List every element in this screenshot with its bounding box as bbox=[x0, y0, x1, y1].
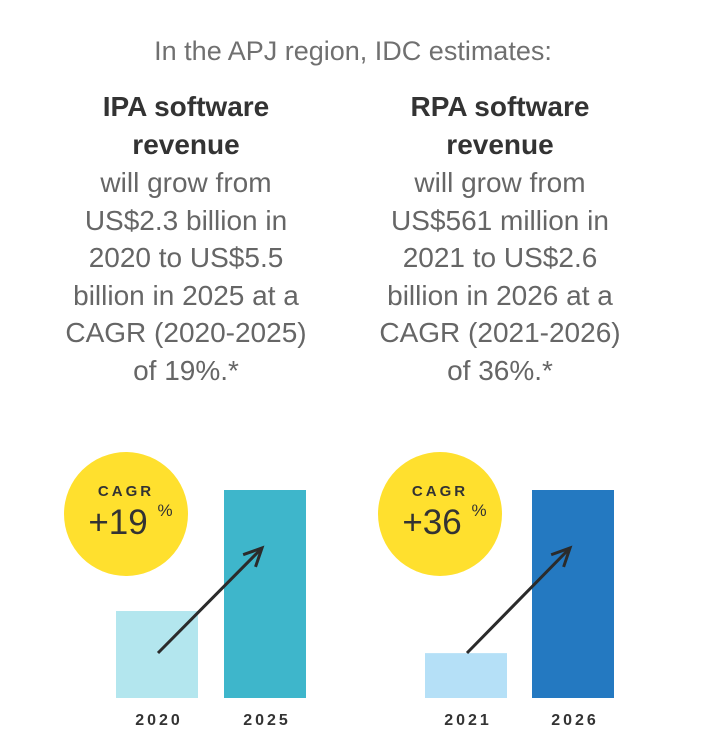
rpa-column: RPA software revenue will grow from US$5… bbox=[350, 88, 650, 389]
growth-arrow-head bbox=[242, 545, 265, 568]
cagr-percent-sign: % bbox=[157, 501, 172, 520]
ipa-description: will grow from US$2.3 billion in 2020 to… bbox=[65, 167, 307, 386]
growth-arrow-line bbox=[465, 546, 572, 655]
rpa-title: RPA software revenue bbox=[410, 91, 590, 160]
cagr-label: CAGR bbox=[98, 483, 154, 500]
cagr-value: +19 bbox=[88, 503, 147, 542]
intro-text: In the APJ region, IDC estimates: bbox=[154, 36, 552, 66]
ipa-column: IPA software revenue will grow from US$2… bbox=[36, 88, 336, 389]
growth-arrow-head bbox=[550, 545, 573, 568]
tick-label-2021: 2021 bbox=[444, 712, 492, 729]
cagr-badge bbox=[378, 452, 502, 576]
tick-label-2025: 2025 bbox=[243, 712, 291, 729]
cagr-badge bbox=[64, 452, 188, 576]
growth-arrow-line bbox=[156, 546, 264, 655]
revenue-bar-charts: 2020 2025 CAGR +19 % 2021 2026 CAGR +36% bbox=[64, 452, 614, 729]
cagr-percent-sign: % bbox=[471, 501, 486, 520]
tick-label-2020: 2020 bbox=[135, 712, 183, 729]
ipa-title: IPA software revenue bbox=[102, 91, 270, 160]
cagr-label: CAGR bbox=[412, 483, 468, 500]
rpa-description: will grow from US$561 million in 2021 to… bbox=[379, 167, 621, 386]
bar-2021 bbox=[425, 653, 507, 698]
tick-label-2026: 2026 bbox=[551, 712, 599, 729]
cagr-value: +36 bbox=[402, 503, 461, 542]
bar-2025 bbox=[224, 490, 306, 698]
bar-2026 bbox=[532, 490, 614, 698]
